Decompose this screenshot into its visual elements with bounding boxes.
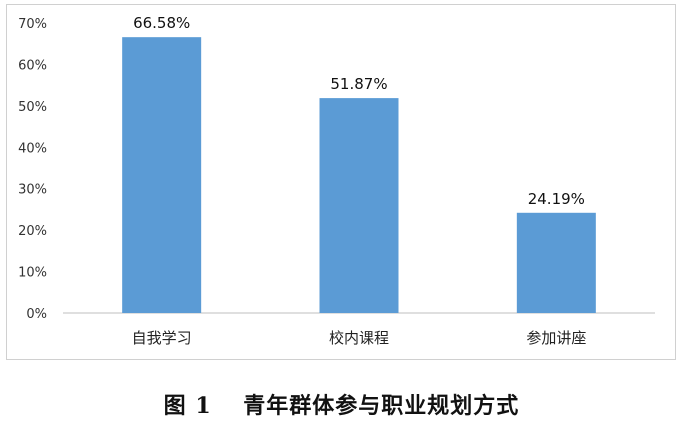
data-label: 66.58% <box>133 14 190 32</box>
category-label: 自我学习 <box>132 329 192 347</box>
category-label: 参加讲座 <box>526 329 586 347</box>
y-tick-label: 10% <box>18 266 47 281</box>
y-tick-label: 0% <box>26 307 47 322</box>
figure-caption: 图 1 青年群体参与职业规划方式 <box>163 393 520 419</box>
y-tick-label: 60% <box>18 58 47 73</box>
bar <box>516 212 596 313</box>
y-tick-label: 70% <box>18 17 47 32</box>
y-tick-label: 40% <box>18 141 47 156</box>
category-label: 校内课程 <box>329 329 389 347</box>
data-label: 51.87% <box>330 75 387 93</box>
bar-chart: 0% 10% 20% 30% 40% 50% 60% 70% 66.58% 自我学习 51.87% 校… <box>18 14 655 347</box>
y-tick-label: 20% <box>18 224 47 239</box>
data-label: 24.19% <box>528 190 585 208</box>
chart-frame: 0% 10% 20% 30% 40% 50% 60% 70% 66.58% 自我学习 51.87% 校… <box>6 4 676 360</box>
bar <box>122 37 202 313</box>
y-tick-label: 50% <box>18 100 47 115</box>
bar <box>319 98 399 313</box>
y-tick-label: 30% <box>18 183 47 198</box>
